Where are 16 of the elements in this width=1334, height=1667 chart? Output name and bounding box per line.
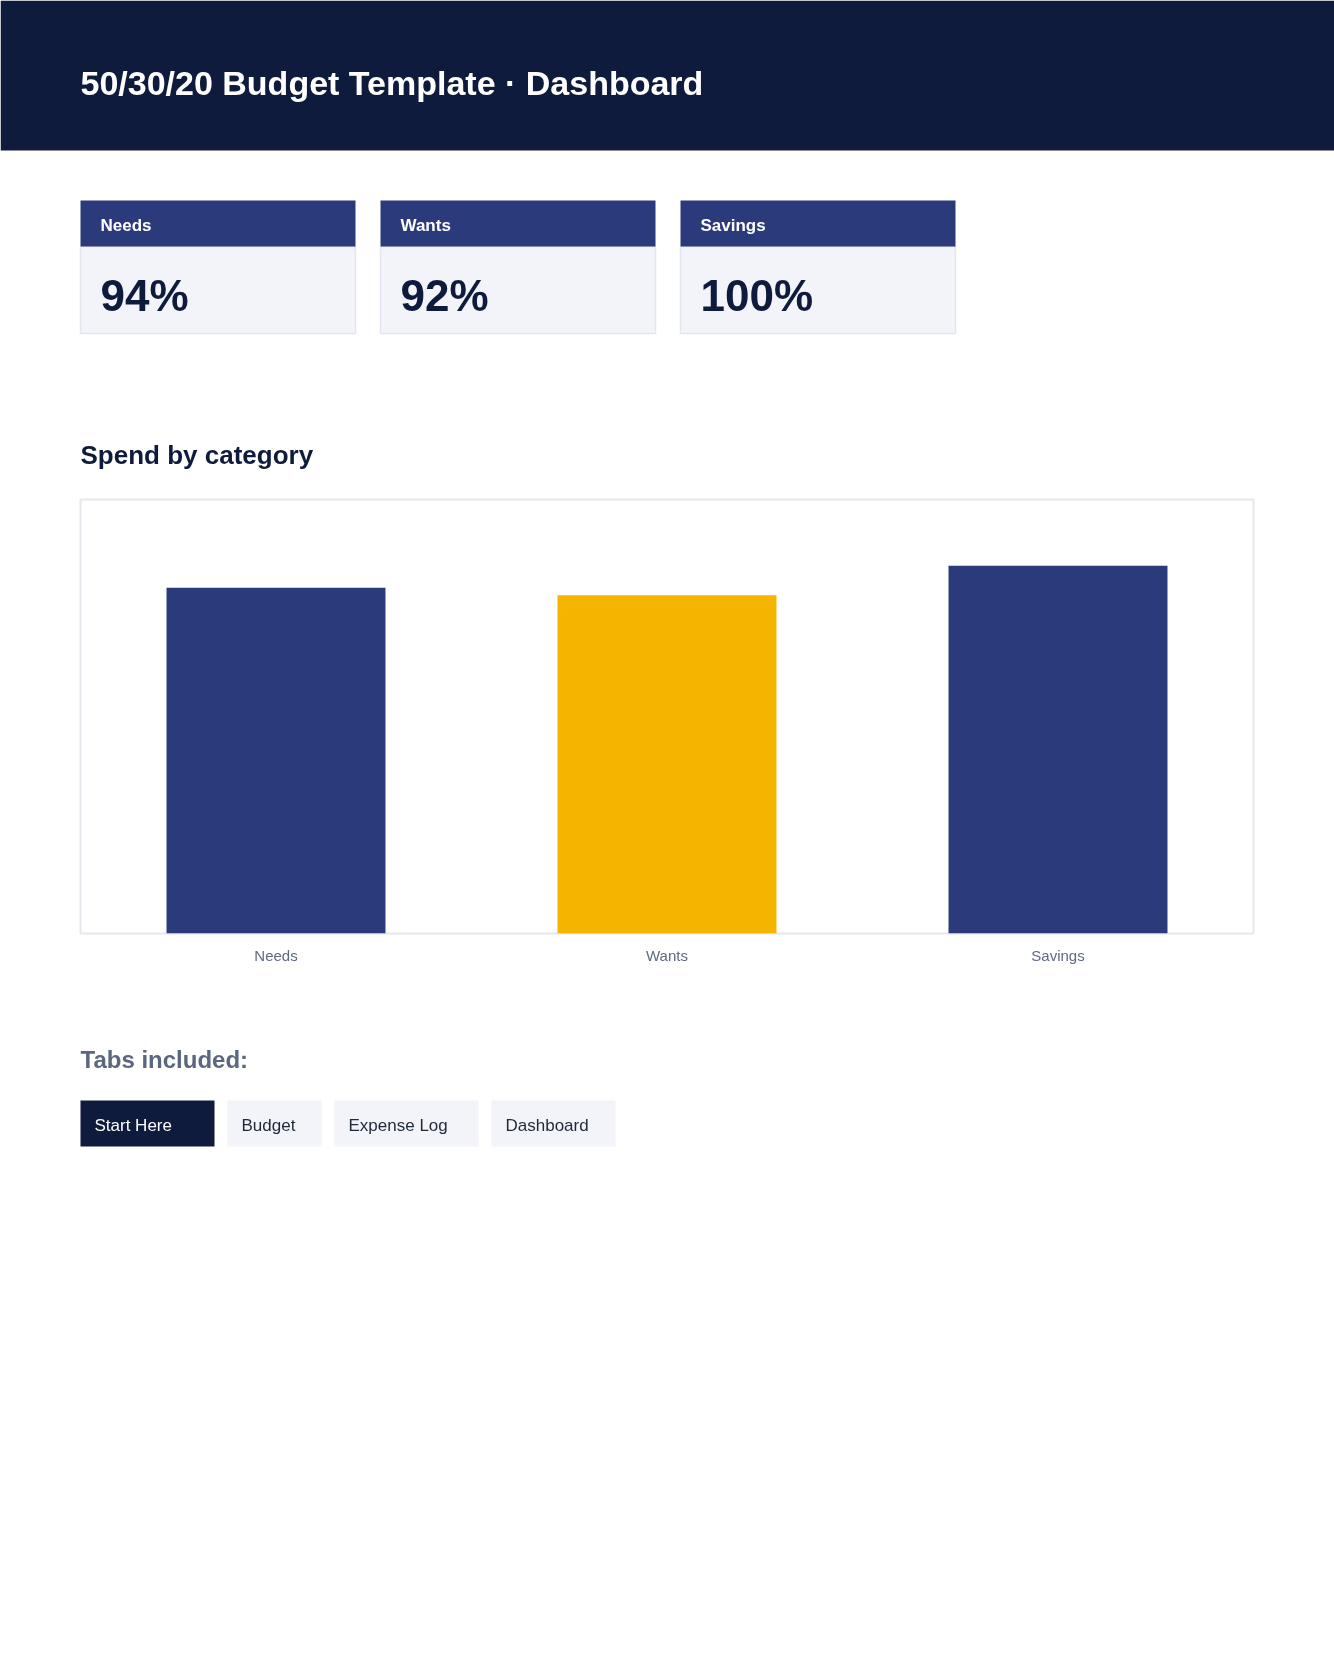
category-label: Wants xyxy=(400,216,451,235)
x-tick-label: Savings xyxy=(1031,946,1085,964)
category-label: Budget xyxy=(241,1116,296,1135)
category-label: Savings xyxy=(700,216,766,235)
category-label: Start Here xyxy=(94,1116,172,1135)
x-tick-label: Needs xyxy=(254,946,298,964)
category-label: Needs xyxy=(100,216,152,235)
text: 50/30/20 Budget Template · Dashboard xyxy=(80,63,704,102)
chart-title: Spend by category xyxy=(80,439,314,470)
text: 92% xyxy=(400,271,489,320)
text: 94% xyxy=(100,271,189,320)
x-tick-label: Wants xyxy=(646,946,688,964)
category-label: Expense Log xyxy=(348,1116,448,1135)
text: 100% xyxy=(700,271,814,320)
category-label: Dashboard xyxy=(505,1116,589,1135)
text: Tabs included: xyxy=(80,1046,249,1073)
